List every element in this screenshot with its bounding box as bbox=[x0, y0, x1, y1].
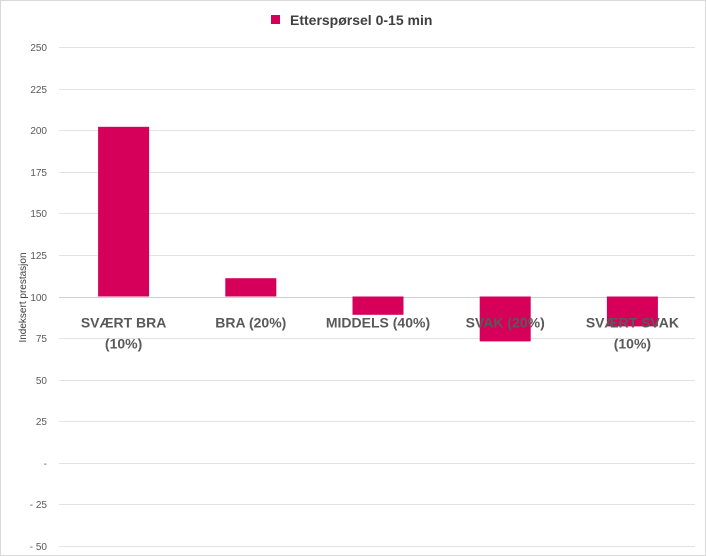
y-tick-label: 150 bbox=[30, 209, 47, 220]
y-tick-label: 225 bbox=[30, 85, 47, 96]
bars bbox=[98, 126, 658, 342]
bar bbox=[98, 126, 150, 297]
y-axis-label: Indeksert prestasjon bbox=[18, 252, 29, 342]
y-tick-label: 50 bbox=[36, 376, 48, 387]
category-label: MIDDELS (40%) bbox=[326, 315, 430, 331]
y-tick-label: - 25 bbox=[30, 500, 48, 511]
category-label: SVÆRT SVAK bbox=[586, 315, 679, 331]
y-tick-label: 175 bbox=[30, 168, 47, 179]
legend: Etterspørsel 0-15 min bbox=[271, 12, 432, 28]
y-tick-label: - bbox=[44, 459, 47, 470]
y-tick-label: 75 bbox=[36, 334, 48, 345]
category-label: SVAK (20%) bbox=[466, 315, 545, 331]
category-labels: SVÆRT BRA (10%) BRA (20%) MIDDELS (40%) SVAK… bbox=[81, 315, 679, 352]
y-tick-label: 200 bbox=[30, 126, 47, 137]
y-tick-label: 250 bbox=[30, 43, 47, 54]
category-label: BRA (20%) bbox=[215, 315, 286, 331]
category-label: SVÆRT BRA bbox=[81, 315, 167, 331]
bar bbox=[225, 278, 277, 297]
y-axis-ticks: 250 225 200 175 150 125 100 75 50 25 - - 25 - 50 bbox=[30, 43, 48, 553]
legend-swatch bbox=[271, 15, 280, 24]
y-tick-label: 100 bbox=[30, 293, 47, 304]
bar bbox=[479, 296, 531, 342]
legend-label: Etterspørsel 0-15 min bbox=[290, 12, 432, 28]
y-tick-label: - 50 bbox=[30, 542, 48, 553]
bar bbox=[352, 296, 404, 315]
bar bbox=[606, 296, 658, 327]
y-tick-label: 125 bbox=[30, 251, 47, 262]
category-label: (10%) bbox=[614, 336, 651, 352]
category-label: (10%) bbox=[105, 336, 142, 352]
y-tick-label: 25 bbox=[36, 417, 48, 428]
